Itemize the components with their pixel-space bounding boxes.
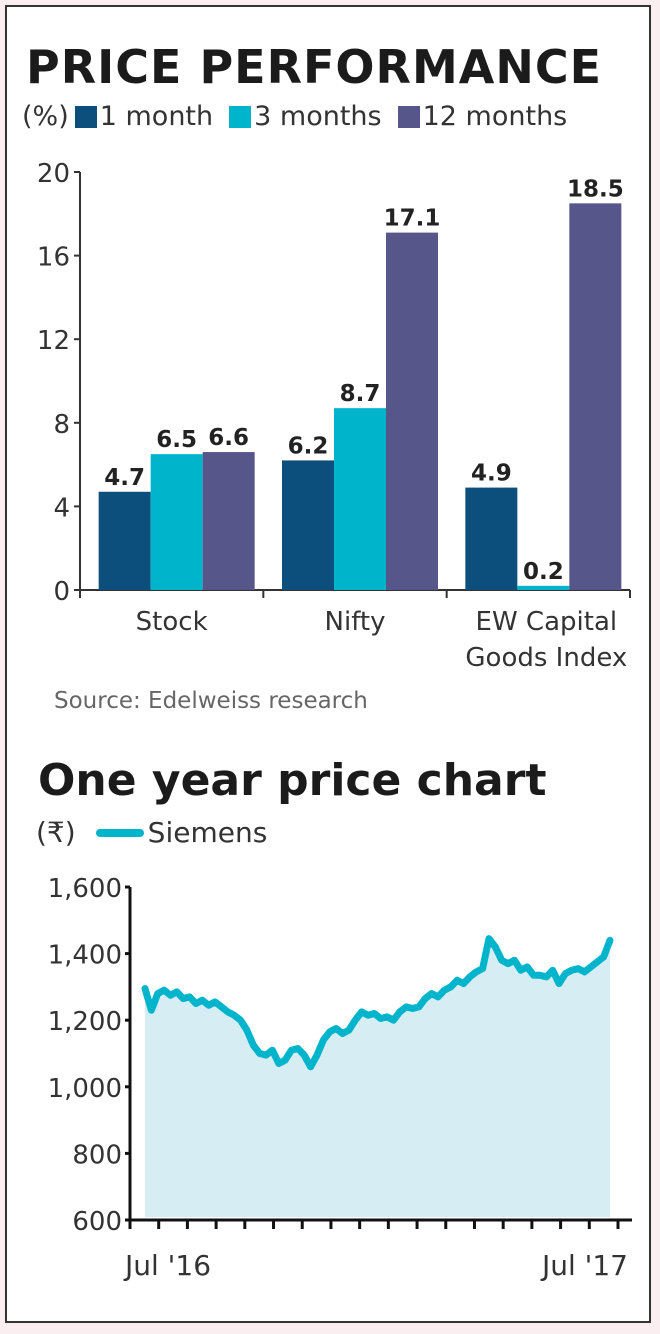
bar-chart-title: PRICE PERFORMANCE [26,40,603,94]
line-chart-title: One year price chart [38,755,547,806]
y-tick-label: 1,200 [48,1007,122,1037]
data-label: 6.6 [208,425,249,451]
category-label: Stock [136,607,208,637]
bar [98,491,151,590]
x-tick-label: Jul '16 [123,1249,211,1282]
data-label: 4.9 [471,461,512,487]
y-tick-label: 4 [53,493,70,523]
line-chart-legend: (₹) Siemens [36,816,267,849]
category-label: Nifty [325,607,386,637]
x-tick-label: Jul '17 [540,1249,628,1282]
legend-label: 12 months [422,101,568,132]
legend-item-3-months: 3 months [223,101,382,132]
legend-item-1-month: 1 month [69,101,213,132]
data-label: 17.1 [384,206,441,232]
bar [202,452,255,590]
legend-swatch-1-month [74,105,97,128]
y-tick-label: 20 [37,159,70,189]
category-label: EW Capital [476,607,618,637]
legend-item-12-months: 12 months [392,101,568,132]
y-tick-label: 0 [53,577,70,607]
data-label: 0.2 [523,559,564,585]
legend-swatch-12-months [397,105,420,128]
data-label: 6.2 [288,433,329,459]
legend-swatch-3-months [229,105,252,128]
y-tick-label: 1,400 [48,941,122,971]
legend-label-siemens: Siemens [147,816,268,849]
y-tick-label: 1,600 [48,874,122,904]
data-label: 18.5 [567,176,624,202]
data-label: 6.5 [156,427,197,453]
legend-label: 1 month [99,101,214,132]
y-tick-label: 600 [72,1207,122,1237]
y-tick-label: 8 [53,410,70,440]
source-note: Source: Edelweiss research [54,688,368,714]
bar [386,232,438,591]
bar [150,454,203,590]
bar [465,487,518,590]
category-label: Goods Index [465,643,627,673]
y-tick-label: 1,000 [48,1074,122,1104]
bar [569,203,622,590]
area-fill [145,938,610,1217]
bar-chart-unit-label: (%) [22,101,69,132]
bar-chart: 0 4 8 12 16 20 4.7 6.5 6.6 Stock 6.2 8.7 17.1 Nifty 4.… [37,159,631,673]
price-line-siemens [141,935,614,1071]
bar [517,585,570,590]
y-tick-label: 12 [37,326,70,356]
data-label: 8.7 [340,381,381,407]
line-chart-unit-label: (₹) [36,816,76,849]
bar [334,408,386,590]
y-tick-label: 800 [72,1140,122,1170]
legend-line-siemens [95,828,144,837]
y-tick-label: 16 [37,243,70,273]
data-label: 4.7 [104,465,145,491]
legend-label: 3 months [254,101,382,132]
bar-chart-legend: (%) 1 month 3 months 12 months [22,101,577,132]
bar [282,460,334,590]
